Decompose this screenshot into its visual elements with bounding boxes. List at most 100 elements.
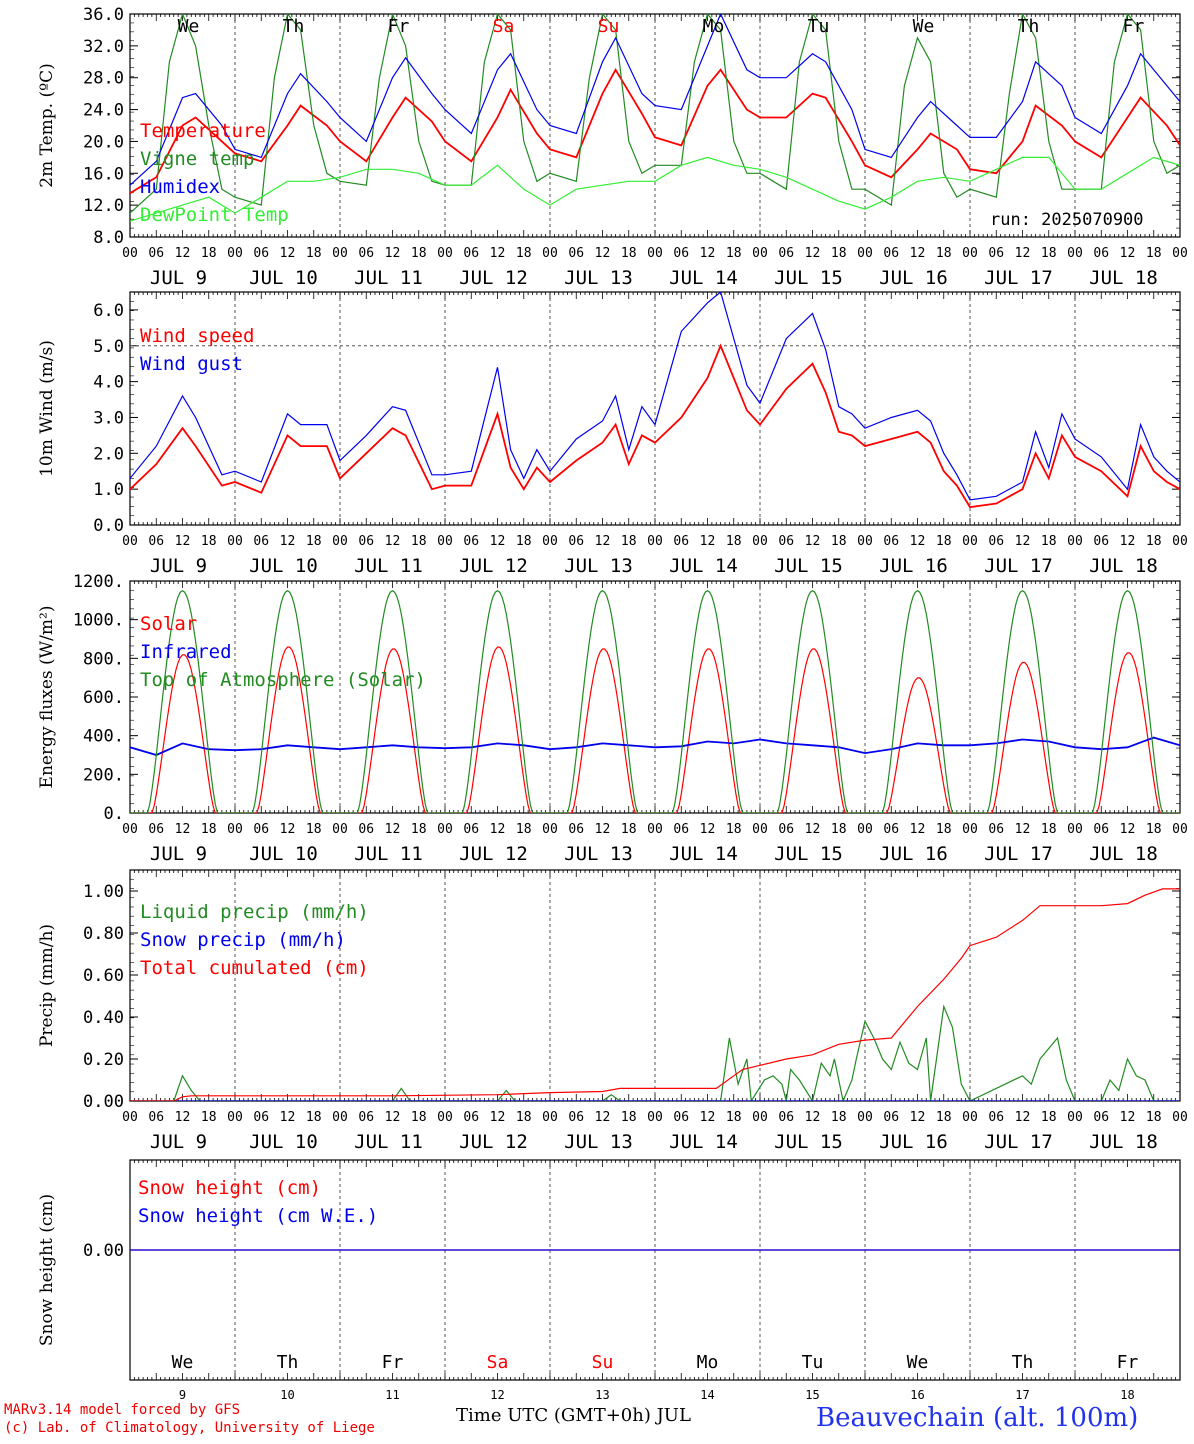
hour-tick-label: 12 xyxy=(910,1110,926,1125)
hour-tick-label: 00 xyxy=(122,1110,138,1125)
y-tick-label: 28.0 xyxy=(83,69,124,89)
hour-tick-label: 12 xyxy=(490,822,506,837)
hour-tick-label: 00 xyxy=(857,822,873,837)
hour-tick-label: 06 xyxy=(358,822,374,837)
day-label: JUL 9 xyxy=(150,843,207,865)
hour-tick-label: 00 xyxy=(857,534,873,549)
hour-tick-label: 00 xyxy=(227,1110,243,1125)
y-tick-label: 2.0 xyxy=(93,444,124,464)
y-tick-label: 16.0 xyxy=(83,164,124,184)
series-line-humidex xyxy=(130,14,1180,186)
hour-tick-label: 06 xyxy=(1093,822,1109,837)
day-label: JUL 15 xyxy=(774,843,843,865)
hour-tick-label: 12 xyxy=(1120,246,1136,261)
day-label: JUL 15 xyxy=(774,267,843,289)
series-line-top-of-atmosphere-solar- xyxy=(130,589,1180,813)
y-tick-label: 12.0 xyxy=(83,196,124,216)
hour-tick-label: 00 xyxy=(437,822,453,837)
hour-tick-label: 18 xyxy=(411,534,427,549)
hour-tick-label: 18 xyxy=(726,822,742,837)
hour-tick-label: 06 xyxy=(358,1110,374,1125)
hour-tick-label: 06 xyxy=(358,246,374,261)
hour-tick-label: 12 xyxy=(385,822,401,837)
hour-tick-label: 06 xyxy=(568,822,584,837)
hour-tick-label: 00 xyxy=(647,822,663,837)
credit-line-1: MARv3.14 model forced by GFS xyxy=(4,1402,241,1418)
y-tick-label: 0. xyxy=(104,804,124,824)
day-label: JUL 18 xyxy=(1089,555,1158,577)
hour-tick-label: 00 xyxy=(962,1110,978,1125)
day-label: JUL 16 xyxy=(879,843,948,865)
y-axis-label: Snow height (cm) xyxy=(37,1194,57,1346)
y-tick-label: 8.0 xyxy=(93,228,124,248)
hour-tick-label: 12 xyxy=(490,246,506,261)
hour-tick-label: 06 xyxy=(673,534,689,549)
hour-tick-label: 18 xyxy=(831,822,847,837)
hour-tick-label: 06 xyxy=(253,534,269,549)
weekday-label: Th xyxy=(283,16,305,37)
y-tick-label: 600. xyxy=(83,688,124,708)
hour-tick-label: 00 xyxy=(332,534,348,549)
hour-tick-label: 06 xyxy=(463,822,479,837)
hour-tick-label: 12 xyxy=(175,822,191,837)
hour-tick-label: 00 xyxy=(1067,246,1083,261)
hour-tick-label: 00 xyxy=(437,1110,453,1125)
day-label: JUL 12 xyxy=(459,1131,528,1153)
weekday-label: Fr xyxy=(388,16,410,37)
series-line-temperature xyxy=(130,67,1180,194)
day-label: JUL 15 xyxy=(774,1131,843,1153)
legend-entry: Snow precip (mm/h) xyxy=(140,929,346,951)
series-group xyxy=(130,14,1180,222)
y-tick-label: 0.00 xyxy=(83,1092,124,1112)
day-label: JUL 9 xyxy=(150,267,207,289)
panel-5: 0.00 Snow height (cm) Snow height (cm) Snow… xyxy=(37,1159,1181,1402)
weekday-label: We xyxy=(907,1352,929,1373)
hour-tick-label: 06 xyxy=(673,246,689,261)
day-label: JUL 12 xyxy=(459,843,528,865)
hour-tick-label: 00 xyxy=(227,246,243,261)
hour-tick-label: 18 xyxy=(1146,1110,1162,1125)
hour-tick-label: 12 xyxy=(700,534,716,549)
day-label: JUL 18 xyxy=(1089,1131,1158,1153)
day-label: JUL 16 xyxy=(879,555,948,577)
hour-tick-label: 06 xyxy=(778,534,794,549)
hour-tick-label: 12 xyxy=(700,1110,716,1125)
hour-tick-label: 00 xyxy=(1067,822,1083,837)
day-label: JUL 17 xyxy=(984,843,1053,865)
hour-tick-label: 00 xyxy=(332,1110,348,1125)
day-number-label: 9 xyxy=(179,1388,186,1402)
hour-tick-label: 00 xyxy=(437,246,453,261)
hour-tick-label: 06 xyxy=(883,1110,899,1125)
hour-tick-label: 00 xyxy=(647,534,663,549)
hour-tick-label: 00 xyxy=(752,534,768,549)
hour-tick-label: 18 xyxy=(621,246,637,261)
legend-entry: Snow height (cm W.E.) xyxy=(138,1205,378,1227)
hour-tick-label: 12 xyxy=(1015,1110,1031,1125)
y-tick-label: 1200. xyxy=(73,572,124,592)
hour-tick-label: 18 xyxy=(936,246,952,261)
day-number-label: 11 xyxy=(385,1388,399,1402)
hour-tick-label: 00 xyxy=(962,822,978,837)
hour-tick-label: 18 xyxy=(201,534,217,549)
hour-tick-label: 00 xyxy=(542,534,558,549)
day-label: JUL 11 xyxy=(354,555,423,577)
panel-1: 8.0 12.0 16.0 20.0 24.0 28.0 32.0 36.0 2m Temp. … xyxy=(37,5,1188,289)
y-axis-label: Energy fluxes (W/m²) xyxy=(37,606,57,789)
hour-tick-label: 12 xyxy=(595,246,611,261)
hour-tick-label: 12 xyxy=(175,246,191,261)
y-axis-label: Precip (mm/h) xyxy=(37,924,57,1047)
hour-tick-label: 18 xyxy=(831,534,847,549)
y-tick-label: 0.80 xyxy=(83,924,124,944)
legend-entry: Infrared xyxy=(140,641,232,663)
hour-tick-label: 00 xyxy=(542,822,558,837)
hour-tick-label: 06 xyxy=(253,822,269,837)
day-label: JUL 16 xyxy=(879,267,948,289)
day-label: JUL 16 xyxy=(879,1131,948,1153)
hour-tick-label: 12 xyxy=(910,534,926,549)
y-tick-label: 200. xyxy=(83,765,124,785)
legend-entry: Top of Atmosphere (Solar) xyxy=(140,669,426,691)
legend-entry: Vigne temp xyxy=(140,148,254,170)
hour-tick-label: 12 xyxy=(280,1110,296,1125)
weekday-label: Su xyxy=(592,1352,614,1373)
hour-tick-label: 06 xyxy=(568,534,584,549)
